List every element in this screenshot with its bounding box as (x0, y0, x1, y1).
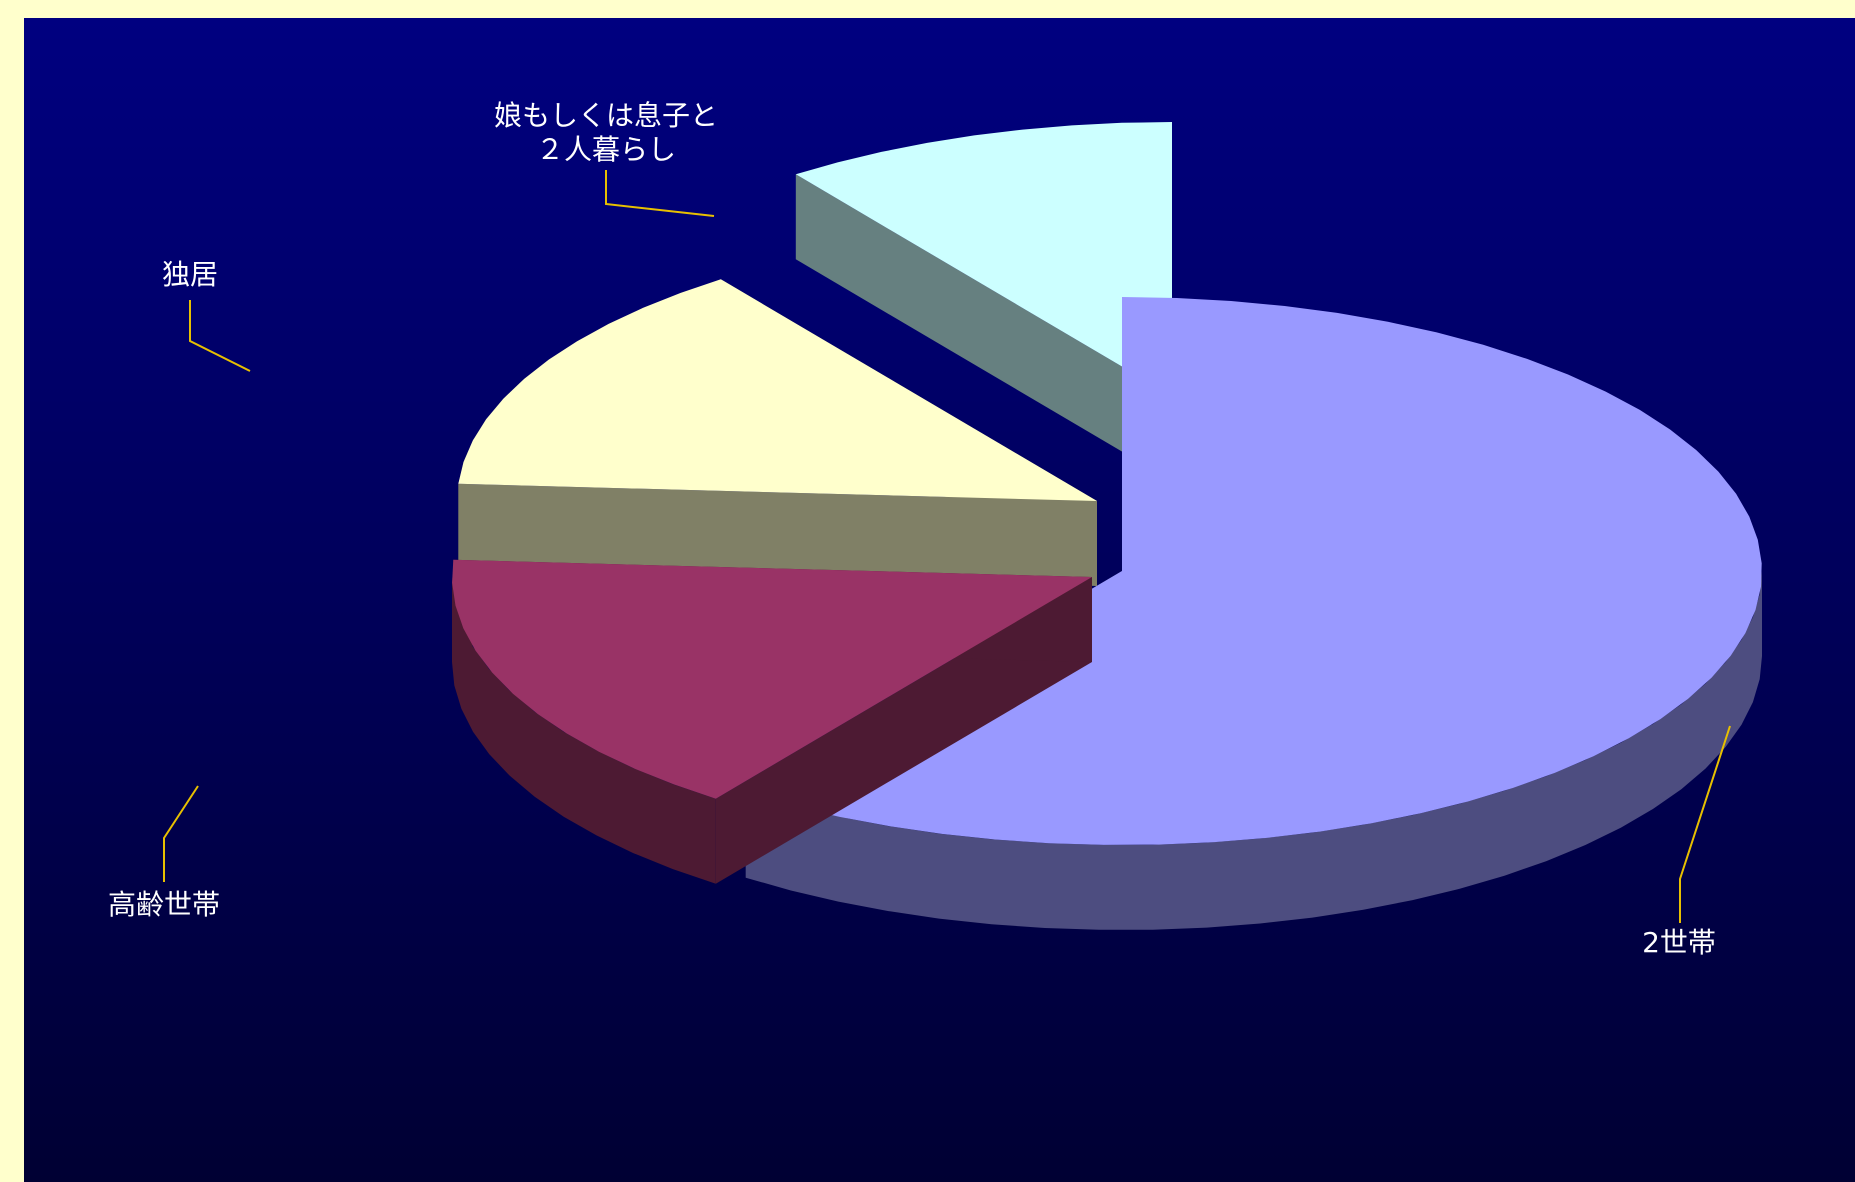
leader-line-2 (189, 300, 251, 372)
slice-label-3-line-1: ２人暮らし (536, 133, 676, 166)
slice-label-2-line-0: 独居 (162, 258, 218, 291)
pie-slice-2-top (458, 279, 1097, 501)
slice-label-2: 独居 (162, 258, 218, 291)
pie-slice-1-rim-0 (452, 577, 716, 884)
pie-slice-3-wall-0 (795, 174, 1172, 482)
pie-slice-1-top (452, 559, 1093, 799)
pie-slice-2-wall-0 (458, 483, 1097, 586)
chart-panel: 2世帯 高齢世帯 独居 娘もしくは息子と２人暮らし (24, 18, 1855, 1182)
leader-line-3 (605, 170, 715, 217)
pie-slice-1 (452, 559, 1093, 884)
slice-label-1: 高齢世帯 (108, 888, 220, 921)
slice-label-0-line-0: 2世帯 (1642, 926, 1716, 959)
slice-label-3-line-0: 娘もしくは息子と (494, 99, 718, 132)
pie-slice-3-top (795, 122, 1172, 396)
pie-slice-2 (458, 279, 1097, 586)
leader-line-1 (163, 785, 199, 882)
slice-label-0: 2世帯 (1642, 926, 1716, 959)
pie-chart: 2世帯 高齢世帯 独居 娘もしくは息子と２人暮らし (24, 18, 1855, 1182)
leader-line-0 (1679, 725, 1731, 923)
slice-label-3: 娘もしくは息子と２人暮らし (494, 99, 718, 166)
slice-label-1-line-0: 高齢世帯 (108, 888, 220, 921)
pie-slice-0-rim-0 (745, 571, 1762, 930)
pie-slice-3 (795, 122, 1172, 482)
